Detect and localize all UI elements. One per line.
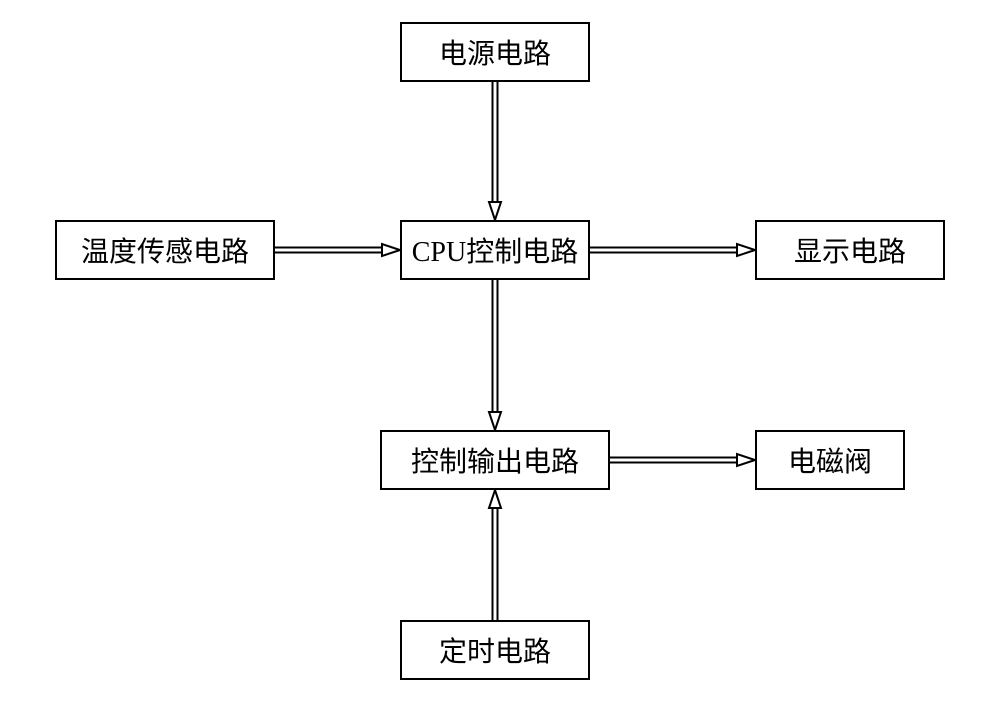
node-timer-label: 定时电路	[439, 630, 551, 670]
connector-layer	[0, 0, 1000, 701]
node-valve: 电磁阀	[755, 430, 905, 490]
node-output: 控制输出电路	[380, 430, 610, 490]
arrow-output-valve-head	[737, 454, 755, 466]
node-power: 电源电路	[400, 22, 590, 82]
arrow-timer-output-head	[489, 490, 501, 508]
node-temp: 温度传感电路	[55, 220, 275, 280]
node-display-label: 显示电路	[794, 230, 906, 270]
arrow-cpu-display-head	[737, 244, 755, 256]
node-cpu: CPU控制电路	[400, 220, 590, 280]
arrow-cpu-output-head	[489, 412, 501, 430]
node-temp-label: 温度传感电路	[81, 230, 249, 270]
node-display: 显示电路	[755, 220, 945, 280]
node-power-label: 电源电路	[439, 32, 551, 72]
arrow-power-cpu-head	[489, 202, 501, 220]
arrow-temp-cpu-head	[382, 244, 400, 256]
node-cpu-label: CPU控制电路	[412, 230, 578, 270]
node-valve-label: 电磁阀	[788, 440, 872, 480]
node-timer: 定时电路	[400, 620, 590, 680]
node-output-label: 控制输出电路	[411, 440, 579, 480]
